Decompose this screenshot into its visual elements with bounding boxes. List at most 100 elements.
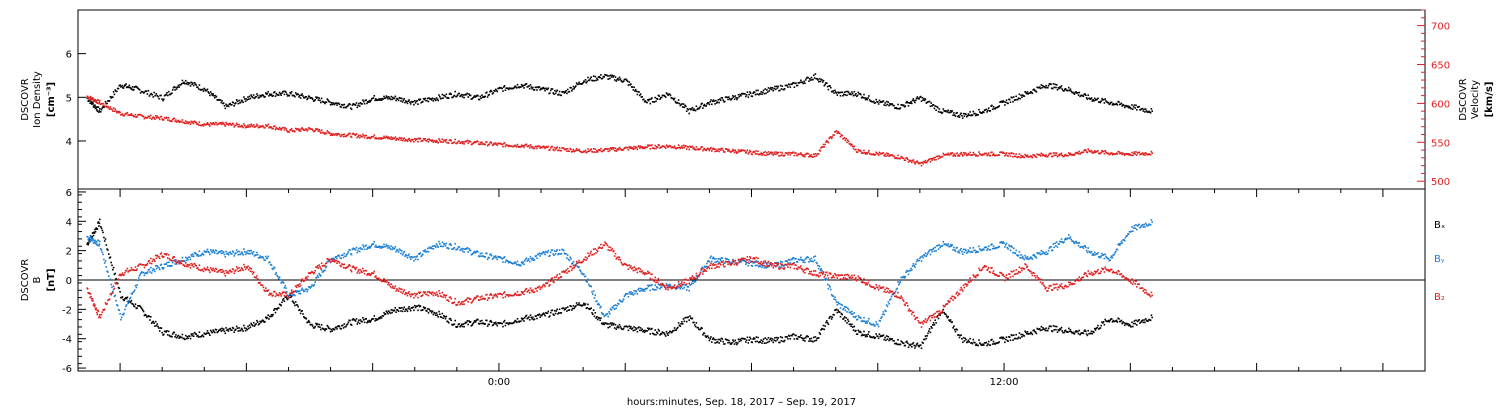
by-point — [618, 299, 621, 301]
by-point — [417, 258, 419, 261]
bx-point — [372, 318, 375, 320]
velocity-point — [463, 143, 465, 145]
by-point — [270, 264, 273, 266]
by-point — [533, 258, 536, 261]
bx-point — [668, 332, 670, 334]
density-point — [184, 82, 186, 85]
velocity-point — [407, 138, 410, 141]
bx-point — [183, 337, 185, 340]
density-point — [184, 79, 187, 82]
density-point — [488, 93, 490, 96]
velocity-point — [576, 149, 579, 151]
bx-point — [745, 339, 748, 341]
velocity-point — [776, 152, 779, 155]
velocity-point — [838, 132, 840, 134]
density-point — [822, 79, 825, 82]
by-point — [392, 246, 394, 249]
velocity-point — [958, 155, 961, 157]
density-point — [180, 82, 183, 85]
bx-point — [947, 315, 949, 318]
density-point — [745, 94, 748, 96]
bx-point — [1083, 330, 1085, 332]
density-point — [1125, 104, 1128, 107]
bx-point — [779, 336, 782, 338]
density-point — [688, 112, 690, 115]
density-point — [1110, 101, 1112, 104]
density-point — [634, 90, 636, 92]
density-point — [337, 102, 340, 104]
bx-point — [1056, 331, 1059, 333]
bx-point — [806, 335, 809, 337]
velocity-point — [226, 123, 229, 125]
by-point — [650, 284, 652, 287]
velocity-point — [529, 144, 532, 146]
density-point — [731, 97, 733, 100]
by-point — [139, 273, 142, 276]
density-point — [648, 98, 651, 100]
bx-point — [928, 330, 930, 332]
by-point — [208, 251, 210, 254]
by-point — [641, 288, 643, 290]
by-point — [265, 257, 268, 260]
by-point — [558, 249, 561, 251]
by-point — [571, 262, 574, 265]
density-point — [94, 104, 96, 107]
velocity-point — [705, 149, 707, 152]
velocity-point — [774, 151, 776, 153]
by-point — [219, 250, 222, 252]
bx-point — [113, 273, 116, 276]
by-point — [229, 251, 231, 253]
density-point — [724, 100, 726, 103]
density-point — [529, 84, 532, 86]
bx-point — [156, 323, 159, 325]
by-point — [668, 283, 671, 286]
density-point — [1116, 104, 1119, 106]
bx-point — [218, 329, 221, 331]
bx-point — [772, 341, 775, 344]
velocity-point — [767, 151, 770, 153]
velocity-point — [215, 122, 218, 124]
density-point — [439, 97, 442, 100]
density-point — [1143, 108, 1145, 111]
bx-point — [554, 312, 557, 315]
by-point — [382, 246, 384, 248]
velocity-point — [817, 153, 819, 155]
by-point — [522, 261, 524, 263]
bx-point — [641, 328, 643, 331]
bx-point — [130, 300, 133, 302]
velocity-point — [273, 125, 276, 127]
density-point — [817, 80, 820, 83]
velocity-point — [704, 149, 707, 151]
by-point — [377, 246, 380, 248]
density-point — [429, 98, 431, 100]
bx-point — [308, 321, 311, 324]
bx-point — [617, 326, 620, 329]
bx-point — [708, 339, 711, 342]
velocity-point — [153, 117, 155, 119]
density-point — [100, 108, 103, 111]
velocity-point — [482, 143, 485, 145]
velocity-point — [419, 137, 422, 140]
density-point — [306, 98, 308, 101]
velocity-point — [247, 124, 249, 127]
density-point — [992, 106, 995, 108]
bx-point — [399, 307, 401, 309]
bx-point — [174, 336, 176, 338]
by-point — [277, 277, 280, 280]
density-point — [1019, 97, 1021, 100]
density-point — [259, 94, 261, 97]
by-point — [351, 248, 354, 251]
velocity-point — [813, 155, 816, 158]
bx-point — [1151, 316, 1153, 319]
density-point — [394, 95, 397, 98]
by-point — [427, 250, 430, 253]
velocity-point — [687, 146, 690, 148]
velocity-point — [666, 145, 669, 148]
velocity-point — [155, 117, 158, 119]
velocity-point — [357, 135, 359, 138]
bx-point — [520, 320, 522, 323]
by-point — [468, 247, 470, 250]
density-point — [991, 108, 994, 111]
density-point — [356, 106, 359, 109]
density-point — [530, 86, 533, 88]
